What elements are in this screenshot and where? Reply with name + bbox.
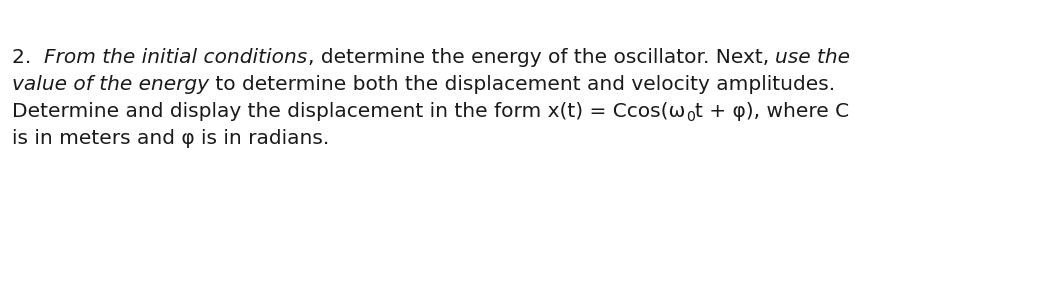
Text: Determine and display the displacement in the form x(t) = Ccos(ω: Determine and display the displacement i… <box>12 102 685 121</box>
Text: From the initial conditions: From the initial conditions <box>45 48 308 67</box>
Text: value of the energy: value of the energy <box>12 75 209 94</box>
Text: 2.: 2. <box>12 48 45 67</box>
Text: 0: 0 <box>685 110 695 125</box>
Text: is in meters and φ is in radians.: is in meters and φ is in radians. <box>12 129 330 148</box>
Text: use the: use the <box>776 48 851 67</box>
Text: , determine the energy of the oscillator. Next,: , determine the energy of the oscillator… <box>308 48 776 67</box>
Text: to determine both the displacement and velocity amplitudes.: to determine both the displacement and v… <box>209 75 835 94</box>
Text: t + φ), where C: t + φ), where C <box>695 102 849 121</box>
